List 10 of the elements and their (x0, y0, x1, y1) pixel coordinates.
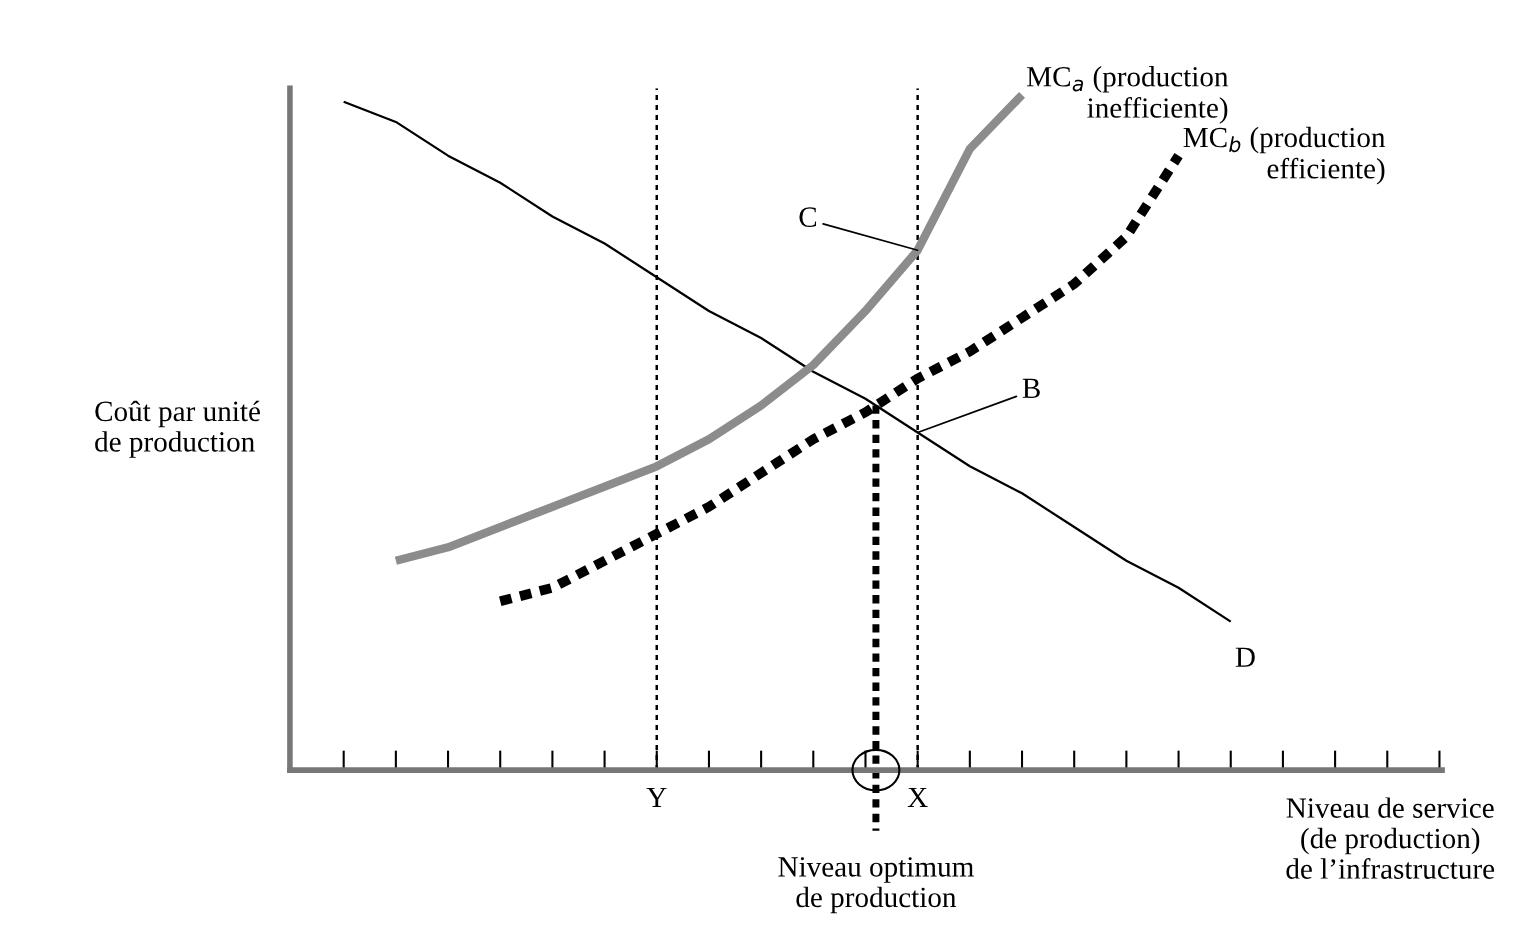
series-label: MC$_{a}$ (production inefficiente) (1027, 66, 1229, 124)
annotation: B (1022, 378, 1040, 398)
x-tick-label: X (907, 787, 928, 807)
annotation: C (799, 207, 817, 227)
x-axis-title: Niveau de service (de production) de l’infrastructure (1286, 797, 1495, 879)
text: Niveau optimum de production (778, 857, 974, 914)
series-label: D (1235, 647, 1255, 667)
series-label: MC$_{b}$ (production efficiente) (1183, 126, 1386, 185)
x-tick-label: Y (646, 787, 667, 807)
y-axis-title: Coût par unité de production (95, 400, 260, 458)
